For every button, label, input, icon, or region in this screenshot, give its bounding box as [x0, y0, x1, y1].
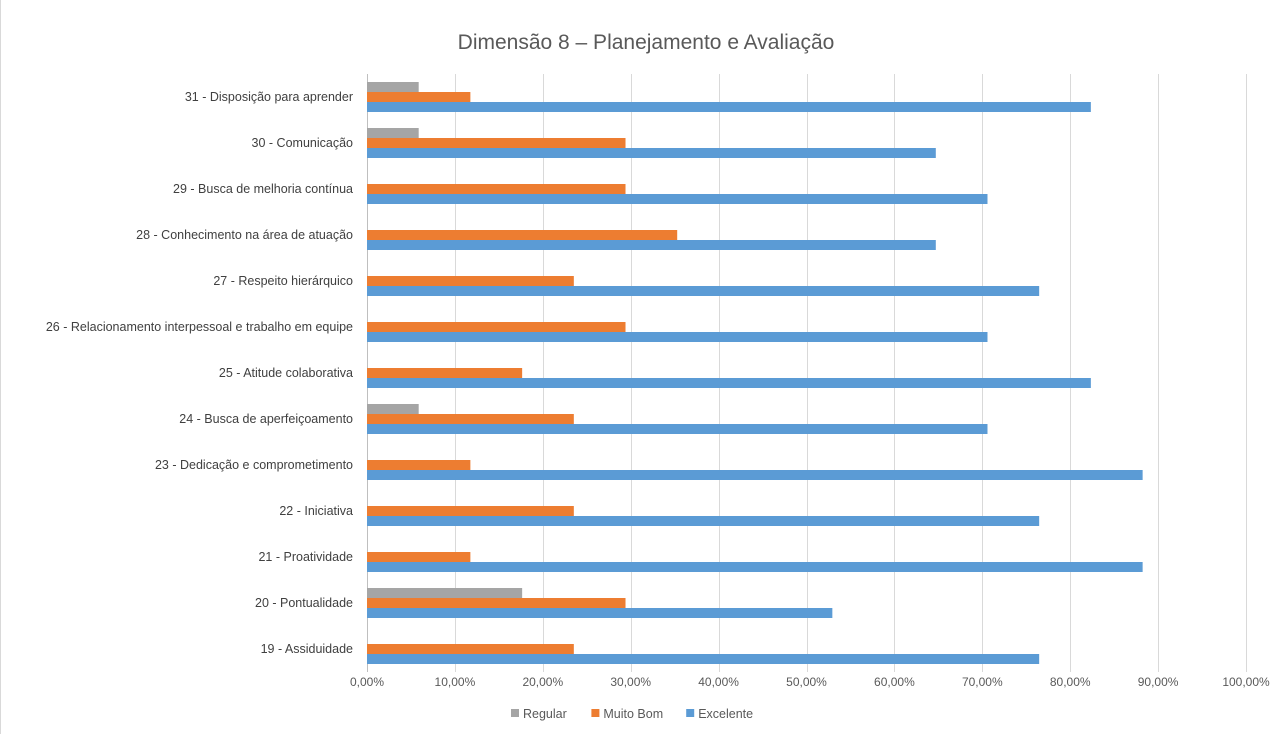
category-label: 25 - Atitude colaborativa: [219, 366, 353, 380]
gridlines: [367, 74, 1247, 672]
bar-regular: [367, 588, 523, 598]
bar-excelente: [367, 332, 988, 342]
bar-muito-bom: [367, 414, 574, 424]
bar-excelente: [367, 562, 1143, 572]
category-labels: 31 - Disposição para aprender 30 - Comuni…: [46, 90, 353, 656]
bar-excelente: [367, 424, 988, 434]
legend-label: Regular: [523, 707, 567, 721]
bar-muito-bom: [367, 92, 471, 102]
legend-label: Muito Bom: [603, 707, 663, 721]
bar-muito-bom: [367, 598, 626, 608]
bar-excelente: [367, 240, 936, 250]
bar-muito-bom: [367, 368, 523, 378]
category-label: 31 - Disposição para aprender: [185, 90, 353, 104]
category-label: 29 - Busca de melhoria contínua: [173, 182, 353, 196]
x-tick-label: 70,00%: [962, 675, 1003, 689]
x-tick-label: 30,00%: [610, 675, 651, 689]
category-label: 26 - Relacionamento interpessoal e traba…: [46, 320, 353, 334]
bar-muito-bom: [367, 506, 574, 516]
bar-regular: [367, 82, 419, 92]
bar-excelente: [367, 102, 1091, 112]
bar-excelente: [367, 378, 1091, 388]
category-label: 20 - Pontualidade: [255, 596, 353, 610]
bar-excelente: [367, 470, 1143, 480]
legend: Regular Muito Bom Excelente: [511, 707, 753, 721]
x-tick-label: 80,00%: [1050, 675, 1091, 689]
x-tick-label: 10,00%: [435, 675, 476, 689]
category-label: 30 - Comunicação: [252, 136, 353, 150]
bar-excelente: [367, 654, 1040, 664]
legend-label: Excelente: [698, 707, 753, 721]
category-label: 24 - Busca de aperfeiçoamento: [179, 412, 353, 426]
bar-excelente: [367, 194, 988, 204]
bar-excelente: [367, 148, 936, 158]
bar-muito-bom: [367, 230, 678, 240]
legend-swatch: [591, 709, 600, 717]
x-tick-label: 50,00%: [786, 675, 827, 689]
legend-swatch: [511, 709, 519, 717]
bar-muito-bom: [367, 184, 626, 194]
bar-muito-bom: [367, 276, 574, 286]
x-tick-label: 90,00%: [1138, 675, 1179, 689]
bar-muito-bom: [367, 460, 471, 470]
bar-excelente: [367, 286, 1040, 296]
bars: [367, 82, 1143, 664]
x-tick-label: 20,00%: [522, 675, 563, 689]
bar-regular: [367, 128, 419, 138]
x-tick-label: 40,00%: [698, 675, 739, 689]
bar-muito-bom: [367, 644, 574, 654]
bar-muito-bom: [367, 138, 626, 148]
category-label: 27 - Respeito hierárquico: [213, 274, 353, 288]
bar-excelente: [367, 608, 833, 618]
bar-muito-bom: [367, 552, 471, 562]
bar-regular: [367, 404, 419, 414]
category-label: 21 - Proatividade: [258, 550, 353, 564]
x-tick-label: 60,00%: [874, 675, 915, 689]
category-label: 23 - Dedicação e comprometimento: [155, 458, 353, 472]
bar-excelente: [367, 516, 1040, 526]
x-tick-label: 0,00%: [350, 675, 384, 689]
bar-muito-bom: [367, 322, 626, 332]
category-label: 28 - Conhecimento na área de atuação: [136, 228, 353, 242]
category-label: 22 - Iniciativa: [279, 504, 353, 518]
legend-swatch: [686, 709, 695, 717]
category-label: 19 - Assiduidade: [261, 642, 353, 656]
x-axis-tick-labels: 0,00% 10,00% 20,00% 30,00% 40,00% 50,00% 60,00…: [350, 675, 1270, 689]
chart-title: Dimensão 8 – Planejamento e Avaliação: [458, 31, 835, 54]
x-tick-label: 100,00%: [1222, 675, 1270, 689]
